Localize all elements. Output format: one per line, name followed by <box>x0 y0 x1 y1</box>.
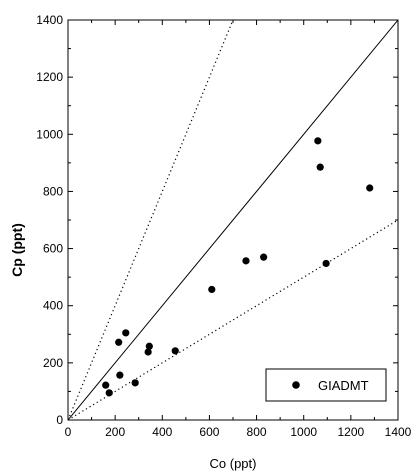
data-point <box>144 348 152 356</box>
legend-marker <box>292 381 300 389</box>
x-tick-label: 1000 <box>290 425 317 439</box>
x-axis-label: Co (ppt) <box>210 456 257 471</box>
data-point <box>322 259 330 268</box>
y-tick-label: 400 <box>43 299 63 313</box>
legend: GIADMT <box>265 368 387 402</box>
data-point <box>366 184 374 192</box>
x-tick-label: 1200 <box>338 425 365 439</box>
data-point <box>122 329 130 337</box>
x-tick-label: 400 <box>152 425 172 439</box>
data-point <box>242 257 250 265</box>
data-point <box>115 338 123 346</box>
legend-box <box>265 368 387 402</box>
y-tick-label: 200 <box>43 356 63 370</box>
y-tick-label: 800 <box>43 184 63 198</box>
data-point <box>105 389 113 397</box>
y-tick-label: 0 <box>56 413 63 427</box>
dotted-reference-line <box>68 20 234 420</box>
y-tick-label: 600 <box>43 242 63 256</box>
x-tick-label: 600 <box>199 425 219 439</box>
x-tick-label: 800 <box>247 425 267 439</box>
data-point <box>131 379 139 387</box>
data-point <box>102 381 110 389</box>
data-point <box>145 342 153 350</box>
one-to-one-line <box>68 20 398 420</box>
legend-label: GIADMT <box>318 378 369 393</box>
data-point <box>316 163 324 171</box>
data-point <box>260 253 268 261</box>
data-point <box>116 371 124 379</box>
y-tick-label: 1400 <box>36 13 63 27</box>
x-tick-label: 200 <box>105 425 125 439</box>
y-tick-label: 1200 <box>36 70 63 84</box>
x-tick-label: 0 <box>65 425 72 439</box>
y-axis-label: Cp (ppt) <box>9 223 25 277</box>
y-tick-label: 1000 <box>36 127 63 141</box>
data-point <box>208 285 216 294</box>
x-tick-label: 1400 <box>385 425 412 439</box>
data-point <box>314 137 322 145</box>
data-point <box>171 347 179 355</box>
